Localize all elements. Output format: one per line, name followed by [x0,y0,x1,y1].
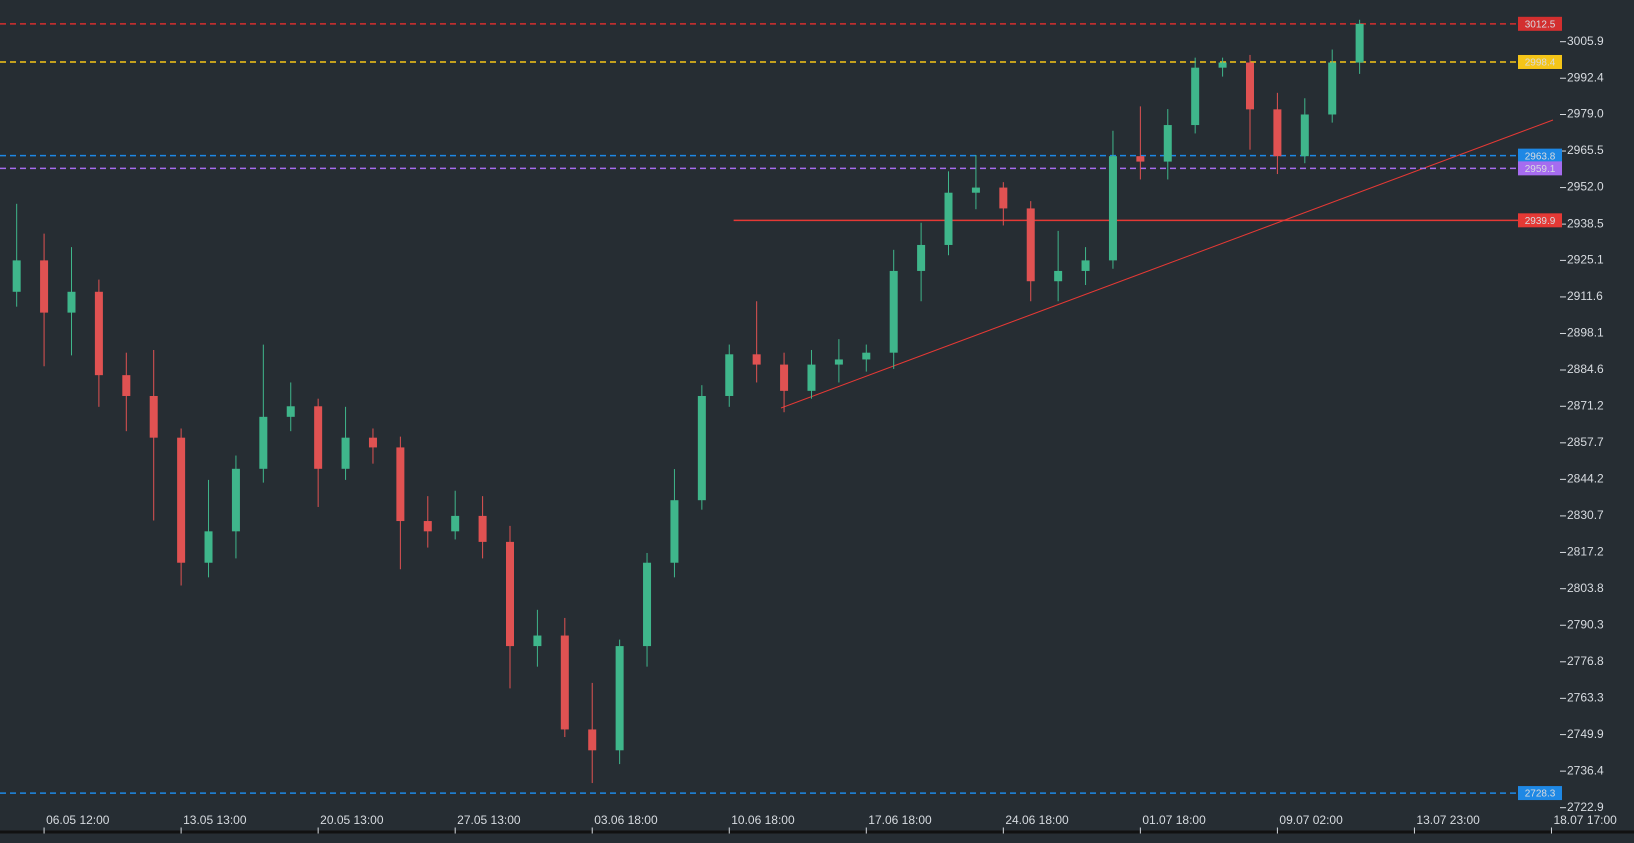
candle-body [533,635,542,647]
candle-body [423,521,432,532]
candle-body [1163,125,1172,162]
y-tick-label: 2776.8 [1567,654,1604,668]
candle-body [1245,62,1254,110]
candle-body [917,244,926,271]
level-label: 2963.8 [1525,151,1556,162]
candle-body [341,437,350,469]
y-tick-label: 2830.7 [1567,508,1604,522]
candle-body [725,354,734,396]
y-tick-label: 2736.4 [1567,763,1604,777]
candle-body [615,646,624,751]
level-label: 2939.9 [1525,216,1556,227]
candle-body [670,500,679,563]
candle-body [889,270,898,353]
candle-body [149,395,158,438]
y-tick-label: 2979.0 [1567,107,1604,121]
y-tick-label: 2844.2 [1567,472,1604,486]
candle-body [944,192,953,245]
candle-body [1355,23,1364,63]
candle-body [478,515,487,542]
candle-body [177,437,186,563]
candle-body [807,364,816,391]
candle-body [697,395,706,501]
candle-body [780,364,789,391]
candle-body [1108,156,1117,261]
y-tick-label: 3005.9 [1567,34,1604,48]
candle-body [1136,156,1145,162]
x-tick-label: 17.06 18:00 [868,813,932,827]
y-tick-label: 2992.4 [1567,70,1604,84]
level-label-box [1518,161,1562,176]
candle-body [94,291,103,376]
candle-body [231,468,240,532]
y-tick-label: 2749.9 [1567,727,1604,741]
candle-body [40,260,49,313]
candle-body [1328,62,1337,115]
level-label: 2959.1 [1525,164,1556,175]
candle-body [1191,67,1200,126]
y-tick-label: 2884.6 [1567,362,1604,376]
candle-body [12,260,21,292]
candle-body [643,562,652,647]
y-tick-label: 2938.5 [1567,216,1604,230]
candle-body [1026,208,1035,282]
candle-body [1054,270,1063,282]
y-tick-label: 2965.5 [1567,143,1604,157]
level-label-box [1518,148,1562,163]
candle-body [588,729,597,751]
candle-body [314,406,323,469]
y-tick-label: 2857.7 [1567,435,1604,449]
level-label-box [1518,54,1562,69]
x-tick-label: 13.05 13:00 [183,813,247,827]
candle-body [971,187,980,193]
candle-body [67,291,76,313]
y-tick-label: 2871.2 [1567,398,1604,412]
x-tick-label: 13.07 23:00 [1416,813,1480,827]
level-label-box [1518,786,1562,801]
x-tick-label: 01.07 18:00 [1142,813,1206,827]
candle-body [1218,62,1227,68]
candle-body [834,359,843,365]
y-tick-label: 2722.9 [1567,800,1604,814]
x-tick-label: 18.07 17:00 [1553,813,1617,827]
level-label-box [1518,16,1562,31]
candle-body [368,437,377,448]
y-tick-label: 2817.2 [1567,545,1604,559]
candle-body [396,447,405,522]
y-tick-label: 2925.1 [1567,253,1604,267]
y-tick-label: 2763.3 [1567,691,1604,705]
y-tick-label: 2803.8 [1567,581,1604,595]
x-tick-label: 24.06 18:00 [1005,813,1069,827]
candle-body [560,635,569,730]
level-label: 2998.4 [1525,58,1556,69]
y-tick-label: 2952.0 [1567,180,1604,194]
level-label: 2728.3 [1525,789,1556,800]
candle-body [204,531,213,563]
candle-body [505,541,514,647]
candle-body [1273,109,1282,157]
level-label-box [1518,213,1562,228]
y-tick-label: 2911.6 [1567,289,1603,303]
candle-body [259,416,268,469]
candle-body [122,375,131,396]
candle-body [1081,260,1090,271]
level-label: 3012.5 [1525,19,1556,30]
y-tick-label: 2898.1 [1567,326,1604,340]
x-tick-label: 10.06 18:00 [731,813,795,827]
candle-body [286,406,295,417]
x-tick-label: 20.05 13:00 [320,813,384,827]
candle-body [1300,114,1309,157]
x-tick-label: 09.07 02:00 [1279,813,1343,827]
y-tick-label: 2790.3 [1567,617,1604,631]
x-tick-label: 06.05 12:00 [46,813,110,827]
candle-body [862,352,871,360]
x-tick-label: 03.06 18:00 [594,813,658,827]
candle-body [451,515,460,532]
x-tick-label: 27.05 13:00 [457,813,521,827]
candle-body [999,187,1008,209]
candle-body [752,354,761,365]
